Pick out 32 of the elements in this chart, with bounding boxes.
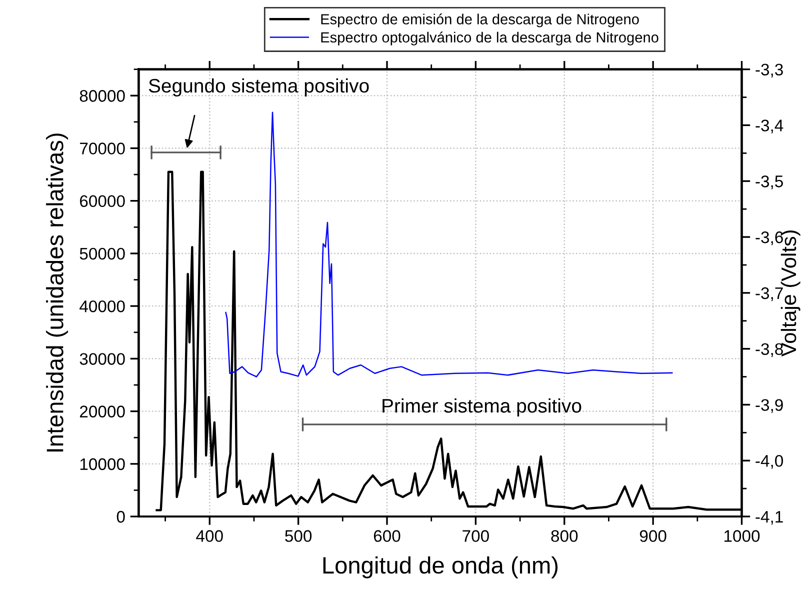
legend-label: Espectro de emisión de la descarga de Nitrogeno: [321, 14, 639, 28]
y2-tick-label: -3,6: [756, 231, 783, 246]
x-tick-label: 700: [462, 530, 489, 542]
y2-tick-label: -3,4: [756, 120, 784, 134]
legend-label: Espectro optogalvánico de la descarga de Nitrogeno: [321, 32, 658, 46]
y-tick-label: 40000: [80, 300, 125, 312]
y2-tick-label: -3,8: [756, 343, 783, 357]
y-tick-label: 60000: [80, 195, 125, 208]
annotation: Segundo sistema positivo: [148, 78, 369, 96]
x-tick-label: 800: [551, 530, 578, 542]
y-tick-label: 0: [116, 510, 125, 523]
y2-tick-label: -3,5: [756, 176, 783, 190]
x-tick-label: 900: [640, 530, 666, 542]
y-tick-label: 10000: [80, 458, 125, 470]
x-axis-title: Longitud de onda (nm): [323, 556, 558, 578]
x-tick-label: 1000: [724, 530, 760, 542]
y-tick-label: 80000: [80, 90, 125, 102]
y-tick-label: 20000: [80, 406, 125, 418]
y-tick-label: 30000: [80, 353, 125, 365]
y2-tick-label: -3,3: [756, 64, 783, 78]
y-tick-label: 50000: [80, 248, 125, 260]
y2-tick-label: -3,7: [756, 287, 783, 302]
y-axis-title: Intensidad (unidades relativas): [46, 134, 68, 452]
x-tick-label: 600: [374, 530, 400, 542]
x-tick-label: 400: [196, 530, 223, 542]
y2-tick-label: -3,9: [756, 399, 783, 413]
y2-tick-label: -4,1: [756, 511, 783, 525]
x-tick-label: 500: [285, 530, 312, 542]
y2-tick-label: -4,0: [756, 454, 783, 469]
line-series: [225, 112, 673, 378]
y-tick-label: 70000: [80, 142, 125, 154]
annotation: Primer sistema positivo: [382, 398, 582, 417]
